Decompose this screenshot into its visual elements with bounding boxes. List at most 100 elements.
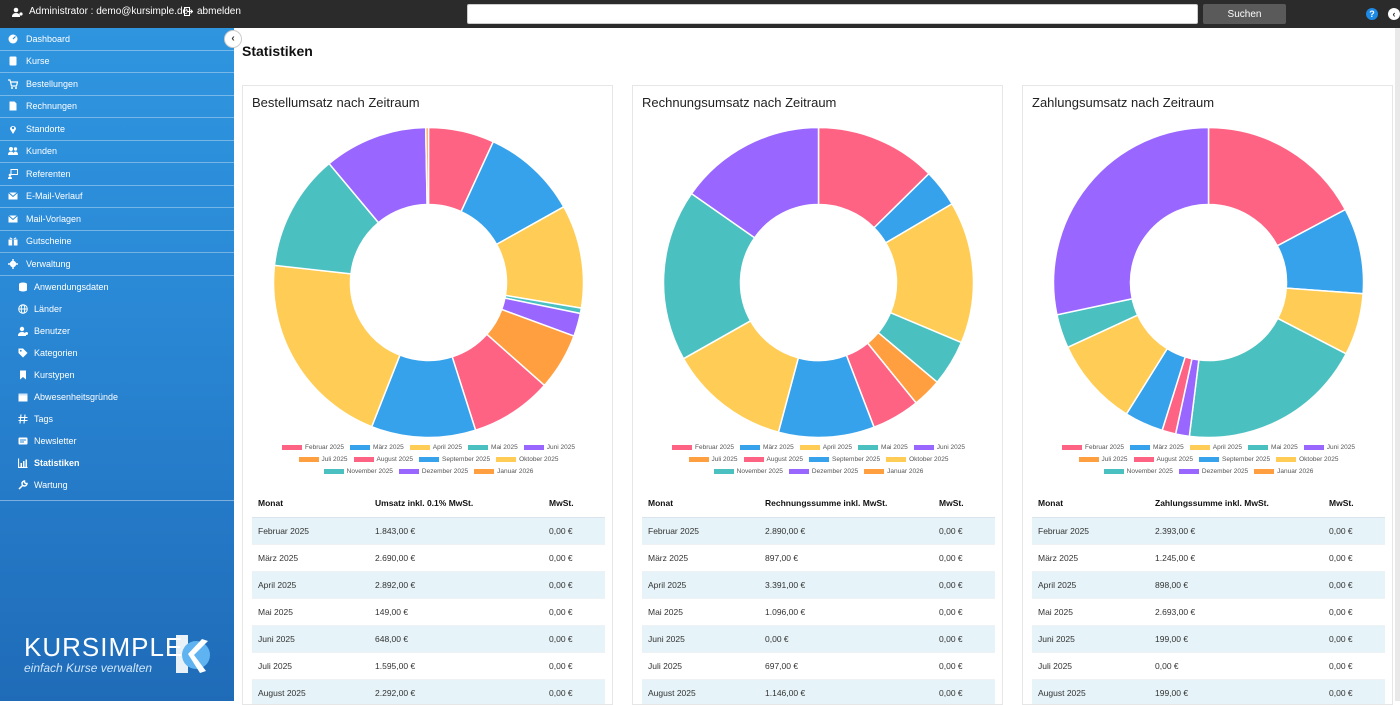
table-header[interactable]: MwSt. (933, 489, 995, 518)
sidebar-subitem-benutzer[interactable]: Benutzer (0, 320, 234, 342)
table-row: Februar 2025 2.890,00 €0,00 € (642, 517, 995, 545)
scrollbar[interactable] (1395, 28, 1400, 701)
legend-entry[interactable]: April 2025 (799, 444, 852, 451)
donut-slice-dezember-2025[interactable] (1053, 127, 1210, 316)
sidebar-subitem-anwendungsdaten[interactable]: Anwendungsdaten (0, 276, 234, 298)
top-bar: Administrator : demo@kursimple.de abmeld… (0, 0, 1400, 28)
sidebar-subitem-tags[interactable]: Tags (0, 408, 234, 430)
table-row: Februar 2025 2.393,00 €0,00 € (1032, 517, 1385, 545)
table-header[interactable]: Umsatz inkl. 0.1% MwSt. (369, 489, 543, 518)
legend-entry[interactable]: August 2025 (743, 456, 803, 463)
sidebar-item-gutscheine[interactable]: Gutscheine (0, 231, 234, 253)
donut-slice-februar-2025[interactable] (1207, 127, 1347, 247)
sidebar-item-rechnungen[interactable]: Rechnungen (0, 96, 234, 118)
sidebar-item-verwaltung[interactable]: Verwaltung (0, 253, 234, 276)
legend-entry[interactable]: Dezember 2025 (398, 467, 469, 475)
table-header[interactable]: MwSt. (1323, 489, 1385, 518)
table-cell: 2.693,00 € (1149, 598, 1323, 626)
donut-slice-mai-2025[interactable] (1188, 317, 1348, 438)
sidebar-item-bestellungen[interactable]: Bestellungen (0, 73, 234, 96)
table-cell: 0,00 € (543, 571, 605, 599)
legend-entry[interactable]: Januar 2026 (864, 468, 923, 475)
legend-entry[interactable]: Oktober 2025 (1276, 456, 1339, 463)
table-cell: 2.393,00 € (1149, 517, 1323, 545)
sidebar-subitem-abwesenheitsgründe[interactable]: Abwesenheitsgründe (0, 386, 234, 408)
table-header[interactable]: Zahlungssumme inkl. MwSt. (1149, 489, 1323, 518)
legend-entry[interactable]: Dezember 2025 (1178, 468, 1248, 475)
legend-entry[interactable]: Oktober 2025 (496, 456, 559, 463)
legend-entry[interactable]: September 2025 (809, 456, 880, 463)
sidebar-item-dashboard[interactable]: Dashboard (0, 28, 234, 51)
legend-entry[interactable]: Juni 2025 (1303, 444, 1355, 451)
legend-entry[interactable]: August 2025 (1133, 456, 1193, 463)
table-row: Juni 2025 648,00 €0,00 € (252, 625, 605, 653)
legend-entry[interactable]: September 2025 (419, 456, 490, 463)
search-input[interactable] (467, 4, 1198, 24)
table-row: August 2025 1.146,00 €0,00 € (642, 679, 995, 704)
legend-entry[interactable]: Februar 2025 (282, 444, 344, 451)
legend-entry[interactable]: Dezember 2025 (788, 468, 858, 475)
table-header[interactable]: Rechnungssumme inkl. MwSt. (759, 489, 933, 518)
legend-entry[interactable]: September 2025 (1199, 456, 1270, 463)
sidebar-subitem-statistiken[interactable]: Statistiken (0, 452, 234, 474)
sidebar-item-referenten[interactable]: Referenten (0, 163, 234, 186)
legend-entry[interactable]: Februar 2025 (1062, 444, 1124, 451)
legend-entry[interactable]: November 2025 (1103, 468, 1173, 475)
legend-entry[interactable]: Januar 2026 (474, 468, 533, 475)
table-cell: Juli 2025 (1032, 652, 1149, 680)
donut-slice-oktober-2025[interactable] (273, 264, 401, 428)
legend-entry[interactable]: Mai 2025 (468, 444, 518, 451)
sidebar-item-standorte[interactable]: Standorte (0, 118, 234, 141)
donut-slice-januar-2026[interactable] (424, 127, 430, 206)
sidebar-item-e-mail-verlauf[interactable]: E-Mail-Verlauf (0, 186, 234, 208)
legend-entry[interactable]: Oktober 2025 (886, 456, 949, 463)
legend-entry[interactable]: Juli 2025 (688, 456, 738, 463)
legend-entry[interactable]: April 2025 (409, 444, 462, 451)
dashboard-icon (8, 34, 18, 44)
table-cell: 2.892,00 € (369, 571, 543, 599)
legend-entry[interactable]: August 2025 (353, 456, 413, 463)
legend-entry[interactable]: Juni 2025 (913, 444, 965, 451)
sidebar-subitem-kurstypen[interactable]: Kurstypen (0, 364, 234, 386)
sidebar-item-kurse[interactable]: Kurse (0, 51, 234, 73)
sidebar-subitem-newsletter[interactable]: Newsletter (0, 430, 234, 452)
legend-entry[interactable]: November 2025 (323, 468, 393, 475)
sidebar-subitem-label: Tags (34, 414, 54, 425)
search-button[interactable]: Suchen (1203, 4, 1286, 24)
back-icon[interactable]: ‹ (1388, 8, 1400, 20)
legend-entry[interactable]: Januar 2026 (1254, 468, 1313, 475)
sidebar-item-mail-vorlagen[interactable]: Mail-Vorlagen (0, 208, 234, 231)
legend-swatch (1276, 456, 1297, 462)
legend-entry[interactable]: Juli 2025 (1078, 456, 1128, 463)
legend-label: September 2025 (1222, 455, 1271, 463)
table-header[interactable]: Monat (1032, 489, 1149, 518)
legend-entry[interactable]: April 2025 (1189, 444, 1242, 451)
sidebar-subitem-kategorien[interactable]: Kategorien (0, 342, 234, 364)
legend-entry[interactable]: Juni 2025 (523, 444, 575, 451)
logo-mark-icon (176, 635, 210, 673)
legend-entry[interactable]: Mai 2025 (1248, 444, 1298, 451)
donut-slice-dezember-2025[interactable] (690, 127, 820, 239)
legend-entry[interactable]: März 2025 (740, 444, 794, 451)
legend-entry[interactable]: Juli 2025 (298, 456, 348, 463)
donut-slice-november-2025[interactable] (663, 192, 756, 360)
legend-entry[interactable]: Mai 2025 (858, 444, 908, 451)
table-cell: Februar 2025 (252, 517, 369, 545)
sidebar-subitem-länder[interactable]: Länder (0, 298, 234, 320)
legend-label: Dezember 2025 (421, 467, 469, 475)
legend-entry[interactable]: Februar 2025 (672, 444, 734, 451)
table-header[interactable]: MwSt. (543, 489, 605, 518)
stats-table: Monat Rechnungssumme inkl. MwSt. MwSt. Febr… (642, 489, 995, 704)
logout-link[interactable]: abmelden (184, 6, 241, 17)
table-row: Mai 2025 1.096,00 €0,00 € (642, 598, 995, 626)
sidebar-item-kunden[interactable]: Kunden (0, 141, 234, 163)
sidebar-subitem-wartung[interactable]: Wartung (0, 474, 234, 496)
legend-label: Januar 2026 (887, 467, 924, 475)
legend-entry[interactable]: März 2025 (350, 444, 404, 451)
legend-entry[interactable]: November 2025 (713, 468, 783, 475)
sidebar-collapse-button[interactable]: ‹ (224, 30, 242, 48)
help-icon[interactable]: ? (1366, 8, 1378, 20)
table-header[interactable]: Monat (252, 489, 369, 518)
legend-entry[interactable]: März 2025 (1130, 444, 1184, 451)
table-header[interactable]: Monat (642, 489, 759, 518)
